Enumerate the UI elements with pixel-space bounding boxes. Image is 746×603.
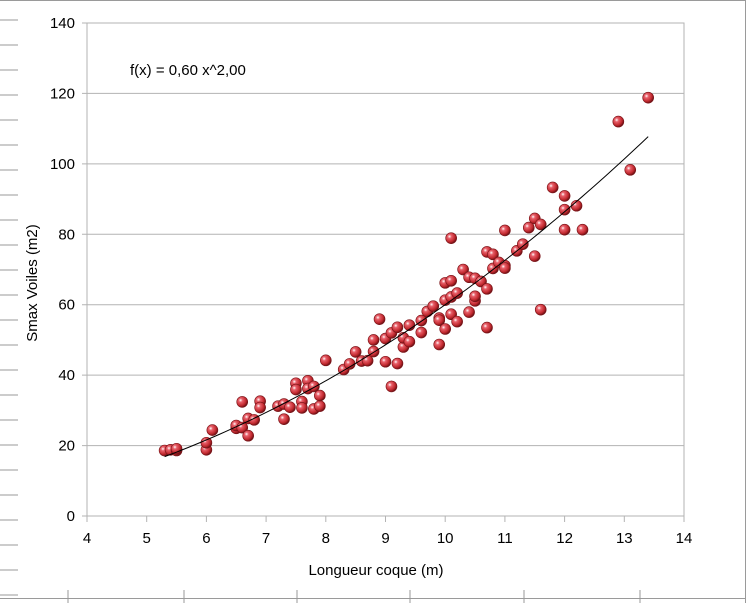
data-point xyxy=(367,334,380,346)
x-tick-label: 12 xyxy=(556,530,573,547)
trendline-equation: f(x) = 0,60 x^2,00 xyxy=(130,62,246,79)
data-point xyxy=(290,383,302,396)
y-tick-label: 40 xyxy=(58,367,75,384)
data-point xyxy=(367,345,380,358)
data-point xyxy=(439,323,452,335)
data-point xyxy=(642,91,654,104)
data-point xyxy=(433,314,446,327)
x-axis-ticks xyxy=(86,516,685,522)
x-tick-label: 8 xyxy=(322,530,330,547)
data-point xyxy=(457,263,469,276)
data-point xyxy=(534,303,547,316)
data-point xyxy=(499,262,511,274)
data-point xyxy=(433,338,446,351)
data-point xyxy=(427,300,440,312)
data-point xyxy=(254,401,266,414)
y-tick-label: 120 xyxy=(50,85,75,102)
data-point xyxy=(499,224,511,237)
data-point xyxy=(314,400,326,412)
data-point xyxy=(534,218,547,231)
data-point xyxy=(528,250,541,262)
plot-area xyxy=(86,22,685,517)
data-point xyxy=(612,115,625,128)
x-tick-label: 9 xyxy=(381,530,389,547)
y-tick-label: 100 xyxy=(50,156,75,173)
data-point xyxy=(349,346,362,358)
data-points xyxy=(158,91,654,457)
data-point xyxy=(236,396,249,408)
x-tick-label: 5 xyxy=(143,530,151,547)
data-point xyxy=(487,248,499,261)
gridlines xyxy=(82,22,684,517)
data-point xyxy=(319,354,332,367)
trendline xyxy=(164,136,649,458)
x-tick-label: 10 xyxy=(437,530,454,547)
y-tick-label: 0 xyxy=(67,508,75,525)
y-tick-label: 140 xyxy=(50,15,75,32)
data-point xyxy=(445,232,457,244)
data-point xyxy=(558,203,571,216)
y-axis-title: Smax Voiles (m2) xyxy=(24,224,41,342)
x-tick-label: 7 xyxy=(262,530,270,547)
data-point xyxy=(481,283,493,295)
data-point xyxy=(522,221,535,234)
data-point xyxy=(451,315,463,328)
data-point xyxy=(314,389,326,402)
data-point xyxy=(445,274,457,287)
data-point xyxy=(576,223,589,236)
data-point xyxy=(242,429,254,442)
x-tick-label: 4 xyxy=(83,530,91,547)
x-tick-label: 13 xyxy=(616,530,633,547)
data-point xyxy=(206,424,219,436)
data-point xyxy=(343,358,356,370)
data-point xyxy=(463,306,475,318)
data-point xyxy=(278,413,290,425)
data-point xyxy=(391,321,404,334)
data-point xyxy=(451,287,463,299)
data-point xyxy=(517,238,529,250)
data-point xyxy=(284,401,296,413)
left-ruler xyxy=(0,19,18,596)
y-tick-label: 60 xyxy=(58,297,75,314)
data-point xyxy=(415,326,428,339)
y-axis-tick-labels: 0 20 40 60 80 100 120 140 xyxy=(50,15,75,525)
data-point xyxy=(403,335,416,348)
bottom-ruler xyxy=(67,590,641,603)
y-tick-label: 20 xyxy=(58,438,75,455)
data-point xyxy=(558,223,571,236)
data-point xyxy=(546,181,559,194)
data-point xyxy=(469,290,481,303)
data-point xyxy=(624,164,637,176)
y-tick-label: 80 xyxy=(58,226,75,243)
x-axis-title: Longueur coque (m) xyxy=(308,562,443,579)
data-point xyxy=(373,313,386,325)
x-tick-label: 6 xyxy=(202,530,210,547)
data-point xyxy=(200,436,213,449)
x-axis-tick-labels: 4 5 6 7 8 9 10 11 12 13 14 xyxy=(83,530,693,547)
data-point xyxy=(296,402,308,414)
data-point xyxy=(481,321,493,334)
data-point xyxy=(379,355,392,368)
x-tick-label: 11 xyxy=(497,530,513,547)
data-point xyxy=(391,357,404,370)
data-point xyxy=(385,380,398,393)
data-point xyxy=(558,190,571,202)
x-tick-label: 14 xyxy=(676,530,693,547)
